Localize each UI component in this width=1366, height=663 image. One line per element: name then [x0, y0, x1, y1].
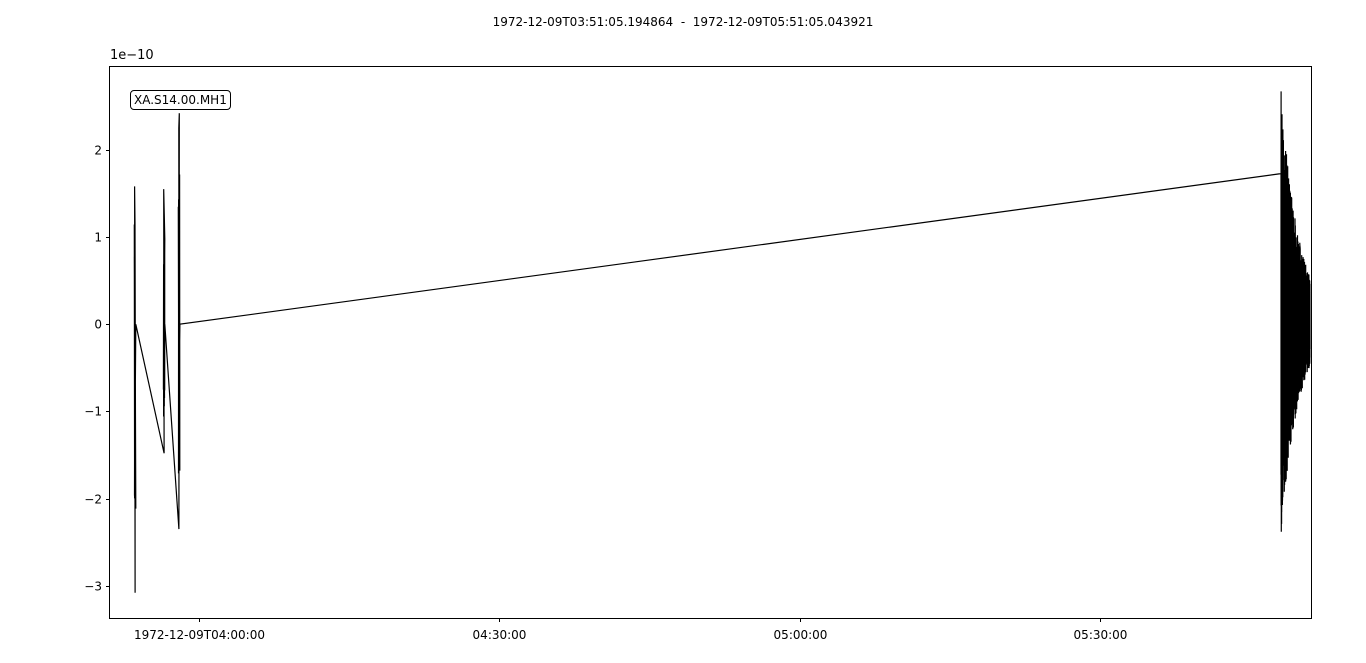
y-axis-offset-label: 1e−10 — [110, 48, 154, 63]
y-tick-label-3: −1 — [84, 405, 102, 419]
y-axis: 2 1 0 −1 −2 −3 — [84, 144, 110, 594]
y-tick-label-4: −2 — [84, 493, 102, 507]
x-tick-label-0: 1972-12-09T04:00:00 — [134, 628, 265, 642]
x-tick-label-1: 04:30:00 — [473, 628, 527, 642]
x-tick-label-3: 05:30:00 — [1074, 628, 1128, 642]
x-axis: 1972-12-09T04:00:00 04:30:00 05:00:00 05:30… — [134, 618, 1127, 642]
trace-layer — [133, 91, 1311, 593]
x-tick-label-2: 05:00:00 — [774, 628, 828, 642]
y-tick-label-2: 0 — [94, 318, 102, 332]
trace-label: XA.S14.00.MH1 — [130, 90, 231, 110]
chart-title: 1972-12-09T03:51:05.194864 - 1972-12-09T… — [492, 15, 874, 29]
y-tick-label-1: 1 — [94, 231, 102, 245]
y-tick-label-5: −3 — [84, 580, 102, 594]
y-tick-label-0: 2 — [94, 144, 102, 158]
seismic-trace-line — [133, 91, 1311, 593]
axes-frame — [109, 66, 1312, 619]
